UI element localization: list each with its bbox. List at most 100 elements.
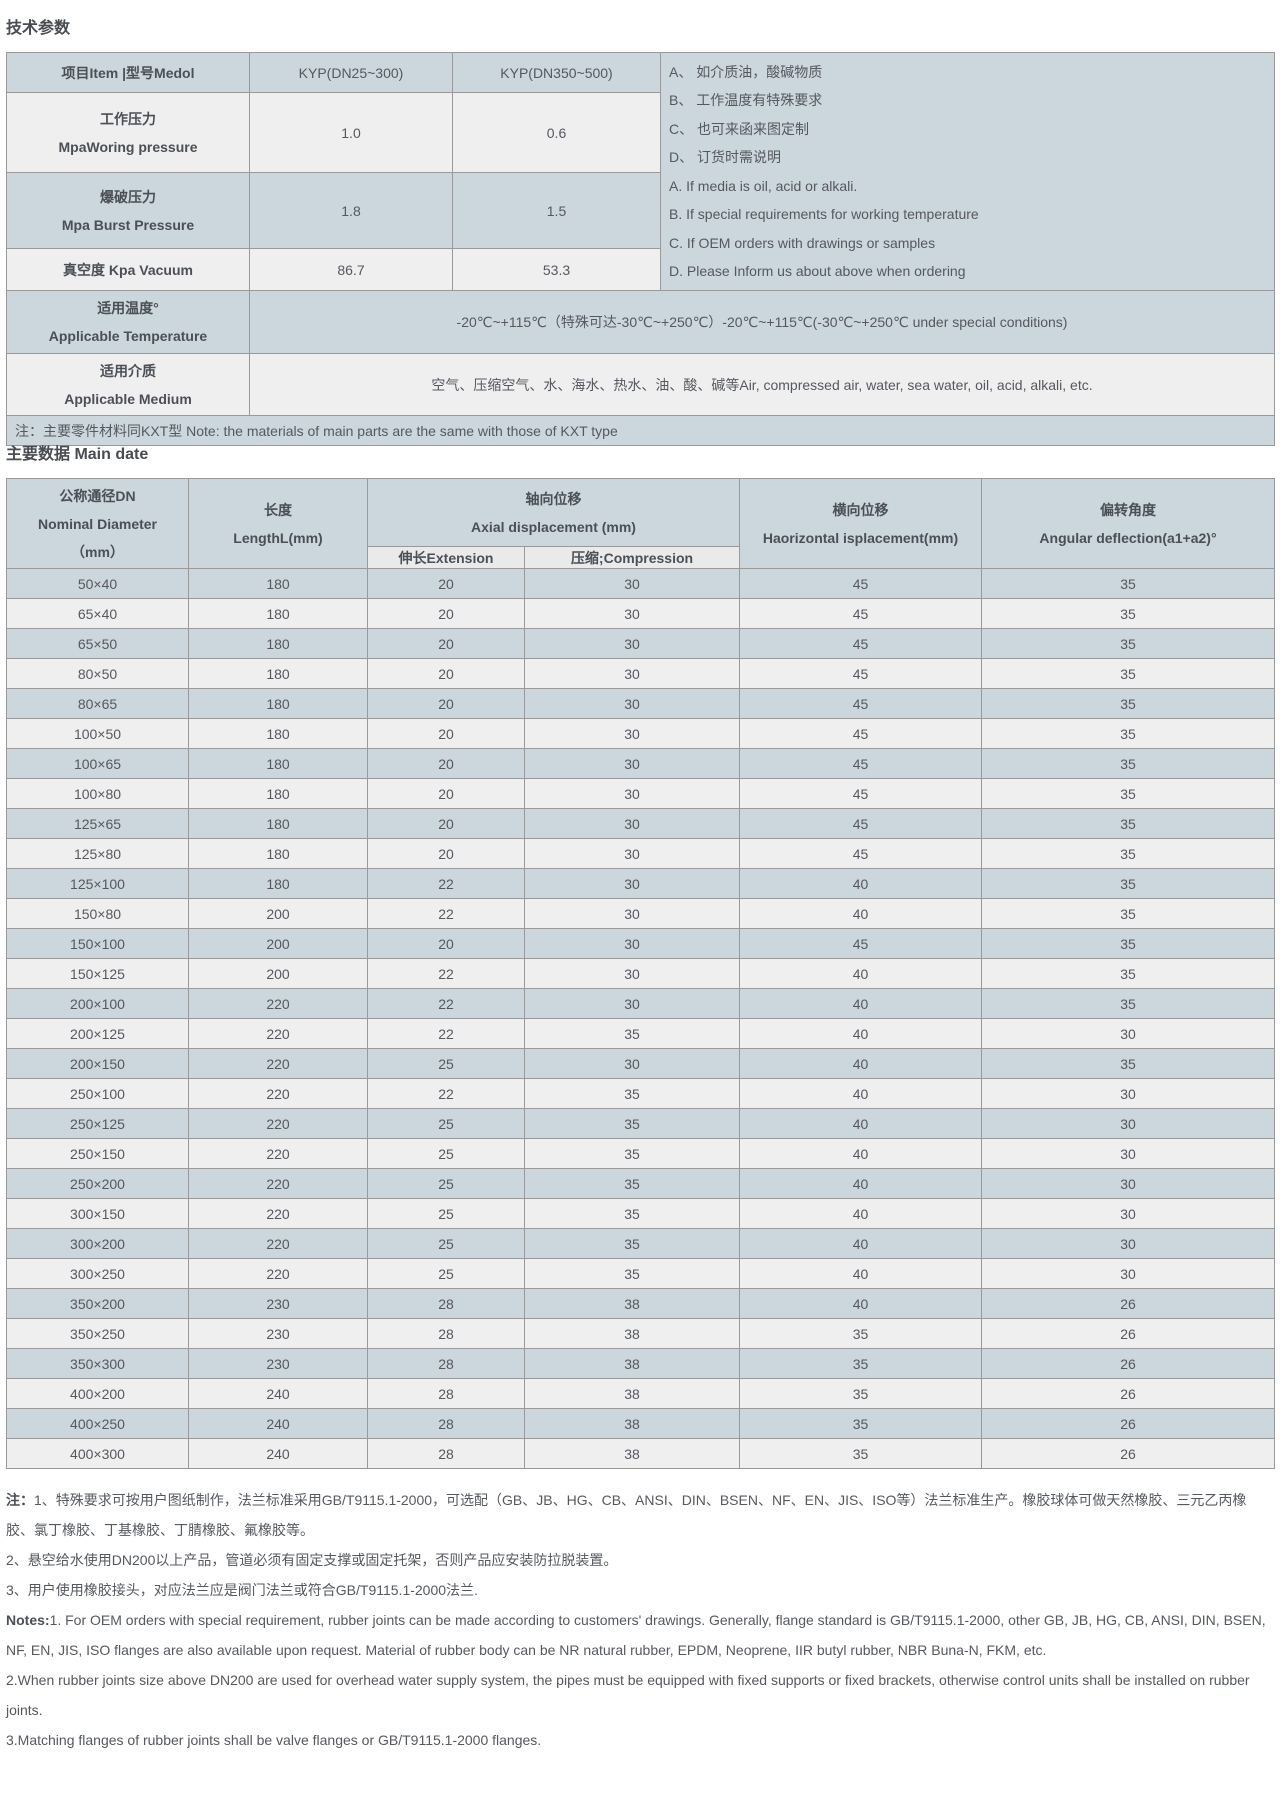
table-cell: 180 <box>188 868 368 899</box>
note-en-1-text: 1. For OEM orders with special requireme… <box>6 1612 1266 1658</box>
side-note-line: C. If OEM orders with drawings or sample… <box>669 234 936 251</box>
working-pressure-label-en: MpaWoring pressure <box>58 138 198 155</box>
note-cn-1-text: 1、特殊要求可按用户图纸制作，法兰标准采用GB/T9115.1-2000，可选配… <box>6 1492 1247 1538</box>
table-cell: 220 <box>188 1078 368 1109</box>
table-cell: 35 <box>981 628 1275 659</box>
table-cell: 35 <box>524 1108 740 1139</box>
table-row: 65×50 180 20 30 45 35 <box>6 628 1275 659</box>
burst-pressure-label-en: Mpa Burst Pressure <box>61 216 195 233</box>
angular-deflection-cn: 偏转角度 <box>1100 501 1156 518</box>
table-cell: 30 <box>981 1258 1275 1289</box>
table-cell: 40 <box>739 1198 982 1229</box>
table-cell: 200 <box>188 898 368 929</box>
table-cell: 35 <box>739 1318 982 1349</box>
table-cell: 26 <box>981 1348 1275 1379</box>
side-note-line: D、 订货时需说明 <box>669 149 781 165</box>
table-cell: 38 <box>524 1288 740 1319</box>
side-note-line: B. If special requirements for working t… <box>669 206 979 222</box>
table-row: 250×100 220 22 35 40 30 <box>6 1078 1275 1109</box>
table-row: 200×150 220 25 30 40 35 <box>6 1048 1275 1079</box>
table-cell: 40 <box>739 1018 982 1049</box>
main-header-row: 公称通径DN Nominal Diameter （mm） 长度 LengthL(… <box>6 478 1275 569</box>
page-content: 技术参数 项目Item |型号Medol KYP(DN25~300) KYP(D… <box>6 20 1275 1755</box>
side-note-line: D. Please Inform us about above when ord… <box>669 263 966 279</box>
tech-header-model-2: KYP(DN350~500) <box>452 52 661 93</box>
table-cell: 180 <box>188 778 368 809</box>
table-cell: 30 <box>524 688 740 719</box>
vacuum-label: 真空度 Kpa Vacuum <box>6 248 250 291</box>
table-cell: 180 <box>188 628 368 659</box>
table-cell: 40 <box>739 958 982 989</box>
table-row: 125×80 180 20 30 45 35 <box>6 838 1275 869</box>
table-cell: 125×80 <box>6 838 189 869</box>
table-cell: 220 <box>188 1168 368 1199</box>
table-cell: 220 <box>188 1048 368 1079</box>
table-cell: 20 <box>367 598 525 629</box>
table-cell: 22 <box>367 988 525 1019</box>
temperature-value: -20℃~+115℃（特殊可达-30℃~+250℃）-20℃~+115℃(-30… <box>249 290 1275 354</box>
table-cell: 26 <box>981 1408 1275 1439</box>
table-cell: 40 <box>739 1228 982 1259</box>
medium-label: 适用介质 Applicable Medium <box>6 353 250 416</box>
temperature-label-cn: 适用温度° <box>97 300 159 316</box>
table-row: 200×100 220 22 30 40 35 <box>6 988 1275 1019</box>
col-header-axial-displacement: 轴向位移 Axial displacement (mm) <box>367 478 740 547</box>
table-cell: 35 <box>981 778 1275 809</box>
table-row: 250×200 220 25 35 40 30 <box>6 1168 1275 1199</box>
table-row: 150×100 200 20 30 45 35 <box>6 928 1275 959</box>
col-header-extension: 伸长Extension <box>367 546 525 569</box>
table-cell: 45 <box>739 808 982 839</box>
table-cell: 30 <box>981 1198 1275 1229</box>
table-cell: 20 <box>367 688 525 719</box>
table-cell: 30 <box>981 1078 1275 1109</box>
side-note-line: B、 工作温度有特殊要求 <box>669 92 823 108</box>
table-cell: 180 <box>188 838 368 869</box>
note-cn-2: 2、悬空给水使用DN200以上产品，管道必须有固定支撑或固定托架，否则产品应安装… <box>6 1552 618 1568</box>
table-cell: 28 <box>367 1408 525 1439</box>
table-cell: 30 <box>524 658 740 689</box>
table-row: 80×50 180 20 30 45 35 <box>6 658 1275 689</box>
table-cell: 35 <box>524 1198 740 1229</box>
note-cn-3: 3、用户使用橡胶接头，对应法兰应是阀门法兰或符合GB/T9115.1-2000法… <box>6 1582 478 1598</box>
table-row: 150×125 200 22 30 40 35 <box>6 958 1275 989</box>
table-cell: 220 <box>188 988 368 1019</box>
table-cell: 35 <box>524 1138 740 1169</box>
working-pressure-value-2: 0.6 <box>452 92 661 173</box>
table-cell: 240 <box>188 1408 368 1439</box>
note-en-2: 2.When rubber joints size above DN200 ar… <box>6 1672 1250 1718</box>
table-cell: 250×150 <box>6 1138 189 1169</box>
table-cell: 38 <box>524 1378 740 1409</box>
table-cell: 25 <box>367 1138 525 1169</box>
table-cell: 35 <box>739 1348 982 1379</box>
temperature-row: 适用温度° Applicable Temperature -20℃~+115℃（… <box>6 290 1275 354</box>
nominal-diameter-en: Nominal Diameter <box>37 515 158 532</box>
temperature-label: 适用温度° Applicable Temperature <box>6 290 250 354</box>
table-cell: 38 <box>524 1348 740 1379</box>
table-cell: 30 <box>981 1018 1275 1049</box>
table-cell: 35 <box>981 868 1275 899</box>
table-cell: 45 <box>739 838 982 869</box>
table-cell: 40 <box>739 1168 982 1199</box>
bottom-notes: 注：1、特殊要求可按用户图纸制作，法兰标准采用GB/T9115.1-2000，可… <box>6 1485 1274 1755</box>
table-cell: 350×250 <box>6 1318 189 1349</box>
table-cell: 300×150 <box>6 1198 189 1229</box>
table-cell: 45 <box>739 718 982 749</box>
tech-params-table: 项目Item |型号Medol KYP(DN25~300) KYP(DN350~… <box>6 52 1275 446</box>
table-cell: 180 <box>188 568 368 599</box>
angular-deflection-en: Angular deflection(a1+a2)° <box>1039 529 1217 546</box>
table-cell: 180 <box>188 598 368 629</box>
table-cell: 22 <box>367 898 525 929</box>
table-cell: 25 <box>367 1048 525 1079</box>
table-row: 300×200 220 25 35 40 30 <box>6 1228 1275 1259</box>
table-cell: 25 <box>367 1168 525 1199</box>
table-cell: 28 <box>367 1378 525 1409</box>
table-cell: 35 <box>981 838 1275 869</box>
table-row: 300×250 220 25 35 40 30 <box>6 1258 1275 1289</box>
table-cell: 30 <box>981 1228 1275 1259</box>
side-note-line: A. If media is oil, acid or alkali. <box>669 177 858 194</box>
table-cell: 28 <box>367 1348 525 1379</box>
main-data-table: 公称通径DN Nominal Diameter （mm） 长度 LengthL(… <box>6 478 1275 1469</box>
table-cell: 200×125 <box>6 1018 189 1049</box>
table-cell: 180 <box>188 718 368 749</box>
table-cell: 35 <box>981 658 1275 689</box>
